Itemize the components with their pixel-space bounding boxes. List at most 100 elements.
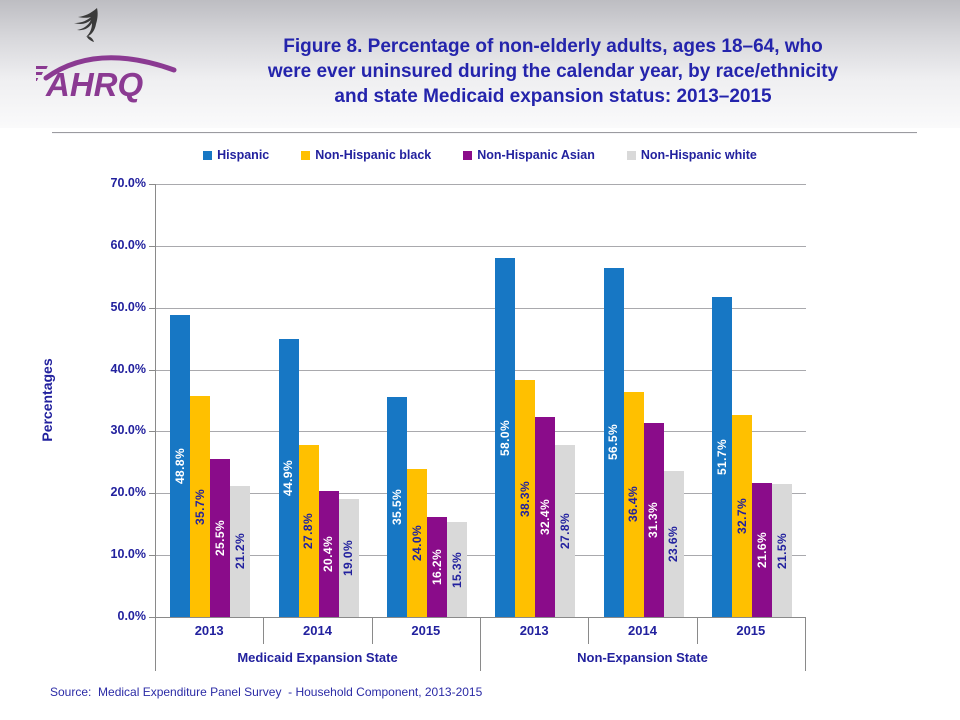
bar-hispanic-2013: 48.8% <box>170 315 191 617</box>
gridline <box>156 307 806 309</box>
y-axis-tickmark <box>149 493 155 495</box>
axis-separator <box>696 617 698 644</box>
bar-value-label: 16.2% <box>429 548 444 585</box>
axis-separator <box>588 617 590 644</box>
axis-separator <box>805 617 806 671</box>
legend-item-non-hispanic-white: Non-Hispanic white <box>626 148 757 162</box>
bar-non-hispanic-black-2015: 24.0% <box>406 468 427 617</box>
figure-title-line1: Figure 8. Percentage of non-elderly adul… <box>283 36 823 57</box>
legend-swatch-icon <box>463 150 473 160</box>
axis-separator <box>371 617 373 644</box>
bar-value-label: 48.8% <box>173 448 188 485</box>
x-year-label: 2013 <box>519 623 549 638</box>
y-axis-tick-label: 60.0% <box>110 237 146 252</box>
bar-non-hispanic-asian-2015: 16.2% <box>426 516 447 617</box>
x-group-label: Non-Expansion State <box>577 650 708 665</box>
bar-value-label: 23.6% <box>666 526 681 563</box>
y-axis-tickmark <box>149 184 155 185</box>
axis-separator <box>155 617 156 671</box>
gridline <box>156 184 806 185</box>
bar-value-label: 32.4% <box>538 498 553 535</box>
bar-non-hispanic-white-2015: 21.5% <box>771 484 792 617</box>
y-axis-tickmark <box>149 245 155 247</box>
bar-value-label: 38.3% <box>518 480 533 517</box>
bar-non-hispanic-white-2013: 21.2% <box>230 485 251 617</box>
bar-non-hispanic-white-2014: 19.0% <box>338 499 359 617</box>
ahrq-logo: AHRQ <box>36 2 196 124</box>
y-axis-tick-label: 70.0% <box>110 176 146 190</box>
bar-value-label: 35.5% <box>389 489 404 526</box>
gridline <box>156 245 806 247</box>
legend-item-hispanic: Hispanic <box>203 148 269 162</box>
bar-value-label: 35.7% <box>193 488 208 525</box>
legend-label: Hispanic <box>217 148 270 162</box>
bar-value-label: 27.8% <box>558 513 573 550</box>
y-axis-tickmark <box>149 307 155 309</box>
y-axis-tick-label: 50.0% <box>110 299 146 314</box>
x-group-label: Medicaid Expansion State <box>237 650 398 665</box>
y-axis-tickmark <box>149 555 155 557</box>
bar-non-hispanic-white-2013: 27.8% <box>555 445 576 617</box>
bar-non-hispanic-asian-2013: 25.5% <box>210 459 231 617</box>
bar-hispanic-2015: 35.5% <box>386 397 407 617</box>
bar-hispanic-2015: 51.7% <box>711 297 732 617</box>
figure-title: Figure 8. Percentage of non-elderly adul… <box>168 34 938 109</box>
gridline <box>156 431 806 433</box>
slide-header: AHRQ Figure 8. Percentage of non-elderly… <box>0 0 960 128</box>
bar-value-label: 19.0% <box>341 540 356 577</box>
bar-value-label: 58.0% <box>498 419 513 456</box>
y-axis-tickmark <box>149 369 155 371</box>
bar-value-label: 25.5% <box>213 520 228 557</box>
x-year-label: 2014 <box>303 623 332 638</box>
logo-wordmark: AHRQ <box>45 66 143 103</box>
bar-value-label: 36.4% <box>626 486 641 523</box>
bar-value-label: 21.6% <box>754 532 769 569</box>
bar-value-label: 32.7% <box>734 497 749 534</box>
bar-non-hispanic-asian-2015: 21.6% <box>751 483 772 617</box>
legend-item-non-hispanic-black: Non-Hispanic black <box>301 148 431 162</box>
bar-value-label: 44.9% <box>281 460 296 497</box>
legend-label: Non-Hispanic white <box>640 148 757 162</box>
bar-value-label: 20.4% <box>321 535 336 572</box>
ahrq-logo-text: AHRQ <box>36 55 177 103</box>
x-year-label: 2014 <box>628 623 657 638</box>
source-note: Source: Medical Expenditure Panel Survey… <box>50 685 483 699</box>
bar-value-label: 51.7% <box>714 439 729 476</box>
legend-swatch-icon <box>301 150 311 160</box>
bar-non-hispanic-asian-2013: 32.4% <box>535 416 556 617</box>
bar-non-hispanic-black-2015: 32.7% <box>731 414 752 617</box>
bar-value-label: 21.5% <box>774 532 789 569</box>
bar-non-hispanic-black-2014: 27.8% <box>298 445 319 617</box>
legend: Hispanic Non-Hispanic black Non-Hispanic A… <box>155 146 805 164</box>
bar-non-hispanic-white-2015: 15.3% <box>446 522 467 617</box>
legend-swatch-icon <box>626 150 636 160</box>
legend-label: Non-Hispanic Asian <box>477 148 595 162</box>
bar-value-label: 31.3% <box>646 502 661 539</box>
y-axis-tick-label: 30.0% <box>110 423 146 438</box>
legend-label: Non-Hispanic black <box>315 148 432 162</box>
bar-hispanic-2014: 44.9% <box>278 339 299 617</box>
bar-value-label: 56.5% <box>606 424 621 461</box>
bar-non-hispanic-asian-2014: 20.4% <box>318 490 339 617</box>
legend-item-non-hispanic-asian: Non-Hispanic Asian <box>463 148 595 162</box>
figure-title-line3: and state Medicaid expansion status: 201… <box>334 86 772 107</box>
bar-value-label: 24.0% <box>409 524 424 561</box>
bar-non-hispanic-black-2013: 38.3% <box>515 380 536 617</box>
header-divider <box>52 132 917 134</box>
y-axis-tick-label: 10.0% <box>110 547 146 562</box>
x-axis-years: 2013 2014 2015 2013 2014 2015 <box>155 617 805 644</box>
axis-separator <box>263 617 265 644</box>
bar-non-hispanic-white-2014: 23.6% <box>663 471 684 617</box>
bar-value-label: 15.3% <box>449 551 464 588</box>
x-year-label: 2015 <box>736 623 766 638</box>
bar-value-label: 27.8% <box>301 513 316 550</box>
bar-hispanic-2013: 58.0% <box>495 258 516 617</box>
x-year-label: 2015 <box>411 623 441 638</box>
x-year-label: 2013 <box>194 623 224 638</box>
figure-title-line2: were ever uninsured during the calendar … <box>267 61 839 82</box>
y-axis-tick-label: 40.0% <box>110 361 146 376</box>
axis-separator <box>480 617 481 671</box>
x-axis-groups: Medicaid Expansion State Non-Expansion St… <box>155 644 805 671</box>
bar-non-hispanic-asian-2014: 31.3% <box>643 423 664 617</box>
